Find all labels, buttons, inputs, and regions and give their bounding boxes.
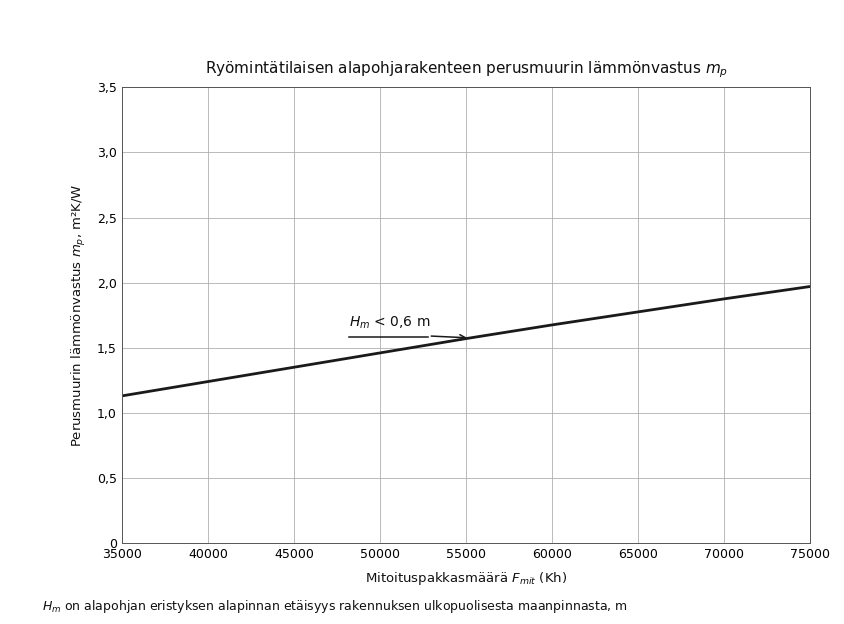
Title: Ryömintätilaisen alapohjarakenteen perusmuurin lämmönvastus $m_p$: Ryömintätilaisen alapohjarakenteen perus… bbox=[205, 59, 728, 80]
Y-axis label: Perusmuurin lämmönvastus $m_p$, m²K/W: Perusmuurin lämmönvastus $m_p$, m²K/W bbox=[71, 183, 89, 447]
X-axis label: Mitoituspakkasmäärä $F_{mit}$ (Kh): Mitoituspakkasmäärä $F_{mit}$ (Kh) bbox=[365, 570, 567, 587]
Text: $H_m$ < 0,6 m: $H_m$ < 0,6 m bbox=[349, 315, 431, 331]
Text: $H_m$ on alapohjan eristyksen alapinnan etäisyys rakennuksen ulkopuolisesta maan: $H_m$ on alapohjan eristyksen alapinnan … bbox=[42, 598, 628, 615]
